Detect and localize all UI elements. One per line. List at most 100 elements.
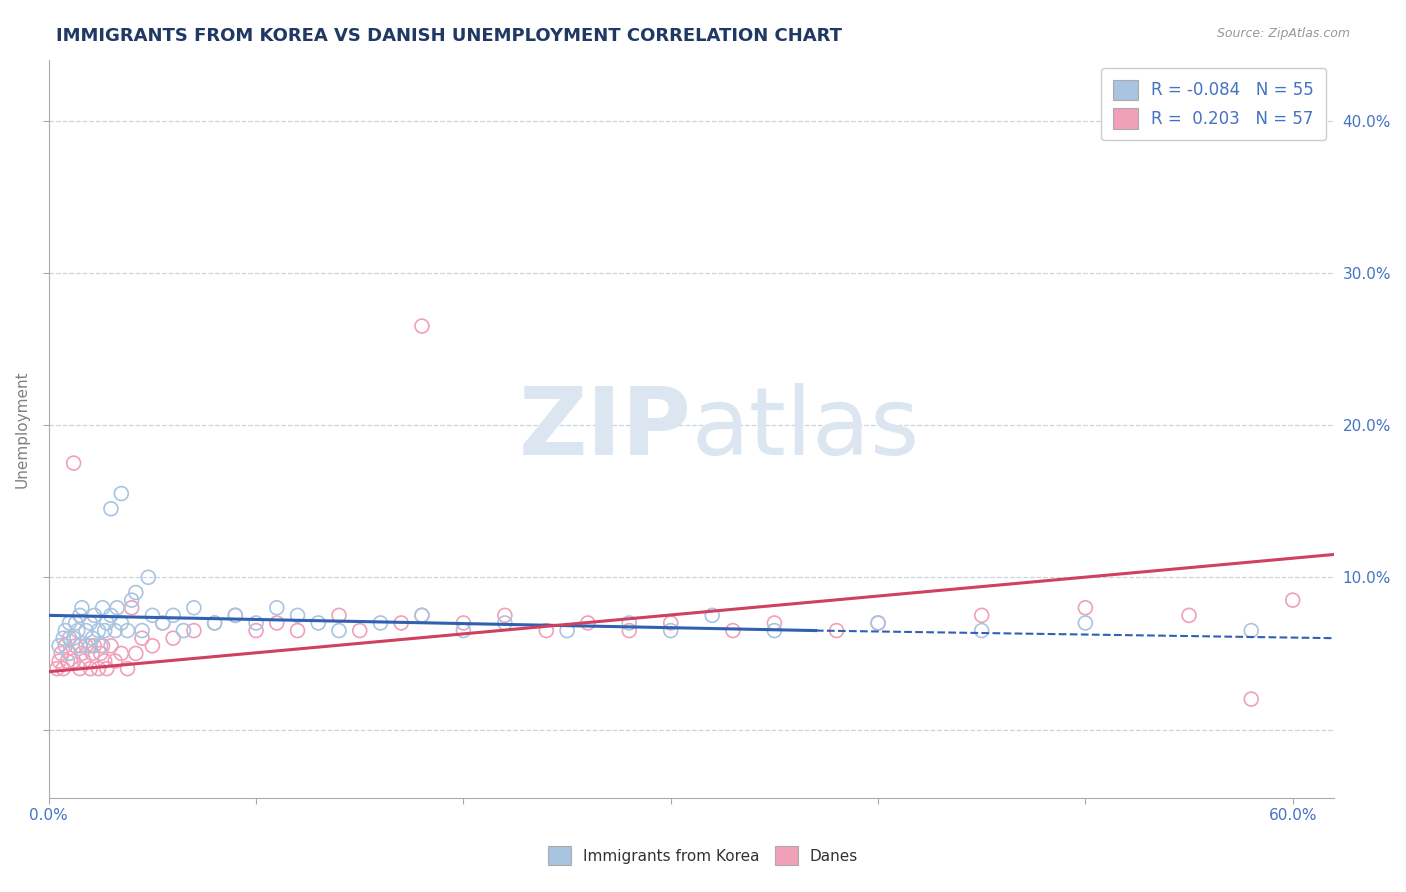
Point [104, 654, 127, 668]
Point [83, 608, 105, 623]
Point [83, 639, 105, 653]
Point [56, 654, 79, 668]
Point [1240, 692, 1263, 706]
Point [90, 639, 112, 653]
Point [619, 615, 641, 630]
Point [117, 624, 139, 638]
Point [100, 608, 122, 623]
Point [868, 615, 890, 630]
Point [62, 654, 84, 668]
Point [659, 624, 682, 638]
Point [69, 639, 91, 653]
Point [328, 608, 350, 623]
Point [328, 624, 350, 638]
Point [53, 639, 76, 653]
Point [173, 624, 195, 638]
Point [53, 624, 76, 638]
Point [48, 654, 70, 668]
Point [87, 662, 110, 676]
Point [619, 624, 641, 638]
Point [1074, 615, 1097, 630]
Point [970, 624, 993, 638]
Point [555, 624, 578, 638]
Point [245, 624, 267, 638]
Point [79, 615, 101, 630]
Point [659, 615, 682, 630]
Point [825, 624, 848, 638]
Point [370, 615, 392, 630]
Point [494, 608, 516, 623]
Point [131, 624, 153, 638]
Point [287, 624, 309, 638]
Point [121, 593, 143, 607]
Point [51, 647, 73, 661]
Point [79, 639, 101, 653]
Point [576, 615, 599, 630]
Point [1074, 600, 1097, 615]
Point [702, 608, 724, 623]
Point [70, 647, 93, 661]
Point [87, 624, 110, 638]
Point [69, 662, 91, 676]
Point [245, 615, 267, 630]
Point [75, 624, 97, 638]
Point [91, 639, 114, 653]
Point [763, 615, 786, 630]
Point [224, 608, 246, 623]
Point [82, 647, 104, 661]
Y-axis label: Unemployment: Unemployment [15, 370, 30, 488]
Point [453, 624, 475, 638]
Point [46, 662, 69, 676]
Point [58, 647, 80, 661]
Point [110, 615, 132, 630]
Point [93, 654, 115, 668]
Point [52, 662, 75, 676]
Point [65, 639, 87, 653]
Point [389, 615, 412, 630]
Point [183, 600, 205, 615]
Point [90, 647, 112, 661]
Point [136, 570, 159, 584]
Point [204, 615, 226, 630]
Legend: R = -0.084   N = 55, R =  0.203   N = 57: R = -0.084 N = 55, R = 0.203 N = 57 [1101, 68, 1326, 140]
Point [141, 639, 163, 653]
Point [66, 624, 89, 638]
Point [70, 600, 93, 615]
Point [536, 624, 558, 638]
Point [162, 631, 184, 645]
Point [411, 608, 433, 623]
Point [91, 600, 114, 615]
Point [125, 647, 148, 661]
Point [58, 615, 80, 630]
Point [121, 600, 143, 615]
Point [1178, 608, 1201, 623]
Point [1281, 593, 1303, 607]
Point [58, 631, 80, 645]
Point [73, 654, 96, 668]
Point [105, 600, 128, 615]
Text: atlas: atlas [692, 383, 920, 475]
Point [411, 608, 433, 623]
Point [970, 608, 993, 623]
Text: Source: ZipAtlas.com: Source: ZipAtlas.com [1216, 27, 1350, 40]
Point [349, 624, 371, 638]
Text: IMMIGRANTS FROM KOREA VS DANISH UNEMPLOYMENT CORRELATION CHART: IMMIGRANTS FROM KOREA VS DANISH UNEMPLOY… [56, 27, 842, 45]
Point [96, 662, 118, 676]
Point [183, 624, 205, 638]
Point [52, 631, 75, 645]
Point [62, 456, 84, 470]
Point [93, 624, 115, 638]
Point [287, 608, 309, 623]
Point [104, 624, 127, 638]
Point [75, 639, 97, 653]
Text: ZIP: ZIP [519, 383, 692, 475]
Point [152, 615, 174, 630]
Point [453, 615, 475, 630]
Point [224, 608, 246, 623]
Point [62, 631, 84, 645]
Point [48, 639, 70, 653]
Point [152, 615, 174, 630]
Point [117, 662, 139, 676]
Point [204, 615, 226, 630]
Point [79, 662, 101, 676]
